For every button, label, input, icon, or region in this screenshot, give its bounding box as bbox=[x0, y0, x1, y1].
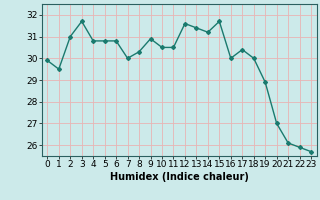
X-axis label: Humidex (Indice chaleur): Humidex (Indice chaleur) bbox=[110, 172, 249, 182]
